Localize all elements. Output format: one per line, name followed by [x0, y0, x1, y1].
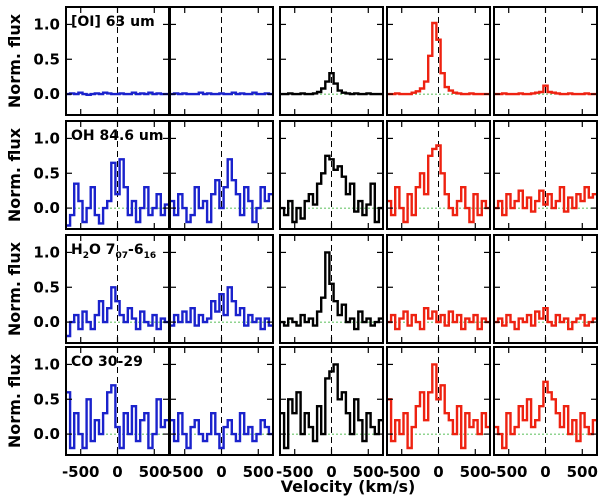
spectrum-line: [280, 72, 383, 96]
x-tick-label: 500: [460, 463, 491, 481]
spectrum-line: [66, 384, 169, 450]
panel: [386, 120, 491, 230]
panel: [386, 6, 491, 116]
spectrum-line: [387, 307, 490, 331]
y-tick-label: 0.0: [33, 199, 60, 217]
spectrum-line: [66, 286, 169, 338]
spectrum-line: [387, 21, 490, 96]
species-label: H2O 707-616: [71, 242, 156, 261]
spectrum-line: [280, 154, 383, 224]
spectrum-line: [280, 363, 383, 450]
panel: -500 0 500: [383, 346, 491, 481]
y-tick-label: 0.5: [33, 390, 60, 408]
y-axis-title: Norm. flux: [5, 353, 24, 448]
y-tick-label: 0.0: [33, 85, 60, 103]
x-tick-label: -500: [62, 463, 100, 481]
y-axis-title: Norm. flux: [5, 13, 24, 108]
panel: 0.0 0.5 1.0 H2O 707-616: [33, 234, 170, 344]
y-axis-title: Norm. flux: [5, 241, 24, 336]
spectrum-line: [170, 286, 273, 331]
spectrum-line: [170, 91, 273, 96]
x-tick-label: 500: [139, 463, 170, 481]
x-tick-label: -500: [383, 463, 421, 481]
spectrum-line: [66, 158, 169, 227]
spectrum-line: [494, 307, 597, 331]
panel: [279, 6, 384, 116]
panel: 0.0 0.5 1.0 OH 84.6 um: [33, 120, 170, 230]
x-tick-label: -500: [490, 463, 528, 481]
panel: [493, 6, 598, 116]
spectrum-line: [280, 251, 383, 331]
panel: [169, 120, 274, 230]
panel: [493, 120, 598, 230]
x-tick-label: 0: [216, 463, 226, 481]
spectrum-line: [387, 363, 490, 450]
panel: -500 0 500: [276, 346, 384, 481]
y-tick-label: 1.0: [33, 129, 60, 147]
panel: [279, 120, 384, 230]
y-tick-label: 0.0: [33, 313, 60, 331]
panel: -500 0 500: [490, 346, 598, 481]
x-tick-label: -500: [276, 463, 314, 481]
panel: [169, 6, 274, 116]
panel: [169, 234, 274, 344]
panel: [279, 234, 384, 344]
x-tick-label: -500: [166, 463, 204, 481]
species-label: CO 30-29: [71, 354, 143, 370]
y-axis-title: Norm. flux: [5, 127, 24, 222]
x-tick-label: 0: [433, 463, 443, 481]
spectrum-line: [494, 380, 597, 450]
x-tick-label: 500: [353, 463, 384, 481]
y-tick-label: 1.0: [33, 243, 60, 261]
spectrum-line: [66, 91, 169, 96]
y-tick-label: 0.5: [33, 278, 60, 296]
y-tick-label: 1.0: [33, 15, 60, 33]
spectrum-line: [387, 144, 490, 224]
panel: [386, 234, 491, 344]
x-tick-label: 500: [567, 463, 598, 481]
x-tick-label: 500: [243, 463, 274, 481]
x-tick-label: 0: [112, 463, 122, 481]
spectrum-line: [170, 158, 273, 224]
y-tick-label: 1.0: [33, 355, 60, 373]
panel: 0.0 0.5 1.0 [OI] 63 um: [33, 6, 170, 116]
y-tick-label: 0.0: [33, 425, 60, 443]
species-label: OH 84.6 um: [71, 128, 163, 144]
x-tick-label: 0: [326, 463, 336, 481]
spectrum-line: [494, 84, 597, 96]
panel: -500 0 500: [166, 346, 274, 481]
panel: 0.0 0.5 1.0 CO 30-29 -500 0 500: [33, 346, 170, 481]
spectrum-line: [170, 412, 273, 450]
spectrum-line: [494, 186, 597, 217]
panel: [493, 234, 598, 344]
species-label: [OI] 63 um: [71, 14, 155, 30]
y-tick-label: 0.5: [33, 50, 60, 68]
x-tick-label: 0: [540, 463, 550, 481]
y-tick-label: 0.5: [33, 164, 60, 182]
x-axis-title: Velocity (km/s): [281, 477, 416, 496]
panel-grid: 0.00.51.0 [OI] 63 um0.00.51.0 OH 84.6 um0.…: [33, 6, 598, 481]
